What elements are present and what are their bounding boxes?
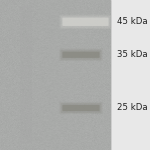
Bar [20, 7, 32, 9]
Bar [20, 35, 32, 37]
Bar [20, 66, 32, 67]
FancyBboxPatch shape [62, 18, 109, 26]
Bar [20, 110, 32, 112]
Bar [20, 40, 32, 42]
Bar [20, 23, 32, 25]
Bar [20, 106, 32, 108]
Bar [20, 132, 32, 134]
Bar [20, 108, 32, 110]
Bar [20, 48, 32, 50]
Bar [20, 57, 32, 59]
Bar [20, 84, 32, 86]
FancyBboxPatch shape [61, 103, 101, 113]
Text: 35 kDa: 35 kDa [117, 50, 148, 59]
Bar [20, 86, 32, 88]
Bar [20, 67, 32, 69]
Bar [20, 103, 32, 105]
Bar [20, 76, 32, 78]
Bar [20, 89, 32, 91]
Bar [20, 52, 32, 54]
Text: 45 kDa: 45 kDa [117, 17, 148, 26]
Bar [20, 79, 32, 81]
Bar [20, 72, 32, 74]
FancyBboxPatch shape [61, 16, 110, 28]
Bar [20, 137, 32, 139]
Bar [20, 100, 32, 102]
Bar [20, 42, 32, 43]
Bar [111, 0, 150, 150]
Bar [20, 13, 32, 14]
Bar [20, 14, 32, 16]
Bar [20, 30, 32, 31]
Bar [20, 24, 32, 26]
Bar [20, 54, 32, 55]
Bar [20, 26, 32, 28]
Bar [20, 21, 32, 23]
Bar [20, 91, 32, 93]
Bar [20, 130, 32, 132]
Bar [20, 47, 32, 48]
Bar [20, 31, 32, 33]
Bar [20, 125, 32, 127]
Bar [20, 118, 32, 120]
Bar [20, 60, 32, 62]
Bar [20, 122, 32, 124]
FancyBboxPatch shape [62, 52, 100, 58]
Bar [0, 0, 111, 150]
Bar [20, 9, 32, 11]
Bar [20, 117, 32, 119]
Bar [20, 43, 32, 45]
Bar [20, 134, 32, 136]
Bar [20, 16, 32, 18]
Bar [20, 74, 32, 76]
Bar [20, 19, 32, 21]
Bar [20, 77, 32, 79]
Bar [20, 136, 32, 137]
Bar [20, 83, 32, 84]
Bar [20, 69, 32, 71]
Bar [20, 101, 32, 103]
Bar [20, 11, 32, 13]
Bar [20, 18, 32, 20]
FancyBboxPatch shape [61, 50, 101, 60]
Bar [20, 115, 32, 117]
Text: 25 kDa: 25 kDa [117, 103, 148, 112]
Bar [20, 71, 32, 72]
Bar [20, 59, 32, 60]
Bar [20, 28, 32, 30]
Bar [20, 120, 32, 122]
Bar [20, 129, 32, 130]
Bar [20, 112, 32, 113]
Bar [20, 33, 32, 35]
Bar [20, 45, 32, 47]
FancyBboxPatch shape [59, 102, 103, 114]
Bar [20, 96, 32, 98]
Bar [20, 127, 32, 129]
Bar [20, 88, 32, 90]
Bar [20, 6, 32, 8]
Bar [20, 55, 32, 57]
FancyBboxPatch shape [59, 49, 103, 61]
Bar [20, 36, 32, 38]
Bar [20, 38, 32, 40]
Bar [20, 62, 32, 64]
Bar [20, 98, 32, 100]
Bar [20, 93, 32, 95]
FancyBboxPatch shape [59, 15, 112, 29]
Bar [20, 124, 32, 125]
Bar [20, 64, 32, 66]
Bar [20, 141, 32, 142]
Bar [20, 105, 32, 107]
Bar [20, 81, 32, 83]
Bar [20, 139, 32, 141]
Bar [20, 94, 32, 96]
Bar [20, 50, 32, 52]
FancyBboxPatch shape [62, 105, 100, 111]
Bar [20, 113, 32, 115]
